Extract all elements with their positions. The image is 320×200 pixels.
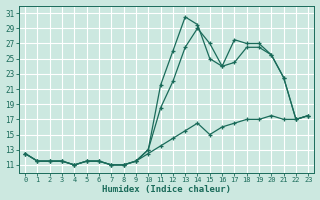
- X-axis label: Humidex (Indice chaleur): Humidex (Indice chaleur): [102, 185, 231, 194]
